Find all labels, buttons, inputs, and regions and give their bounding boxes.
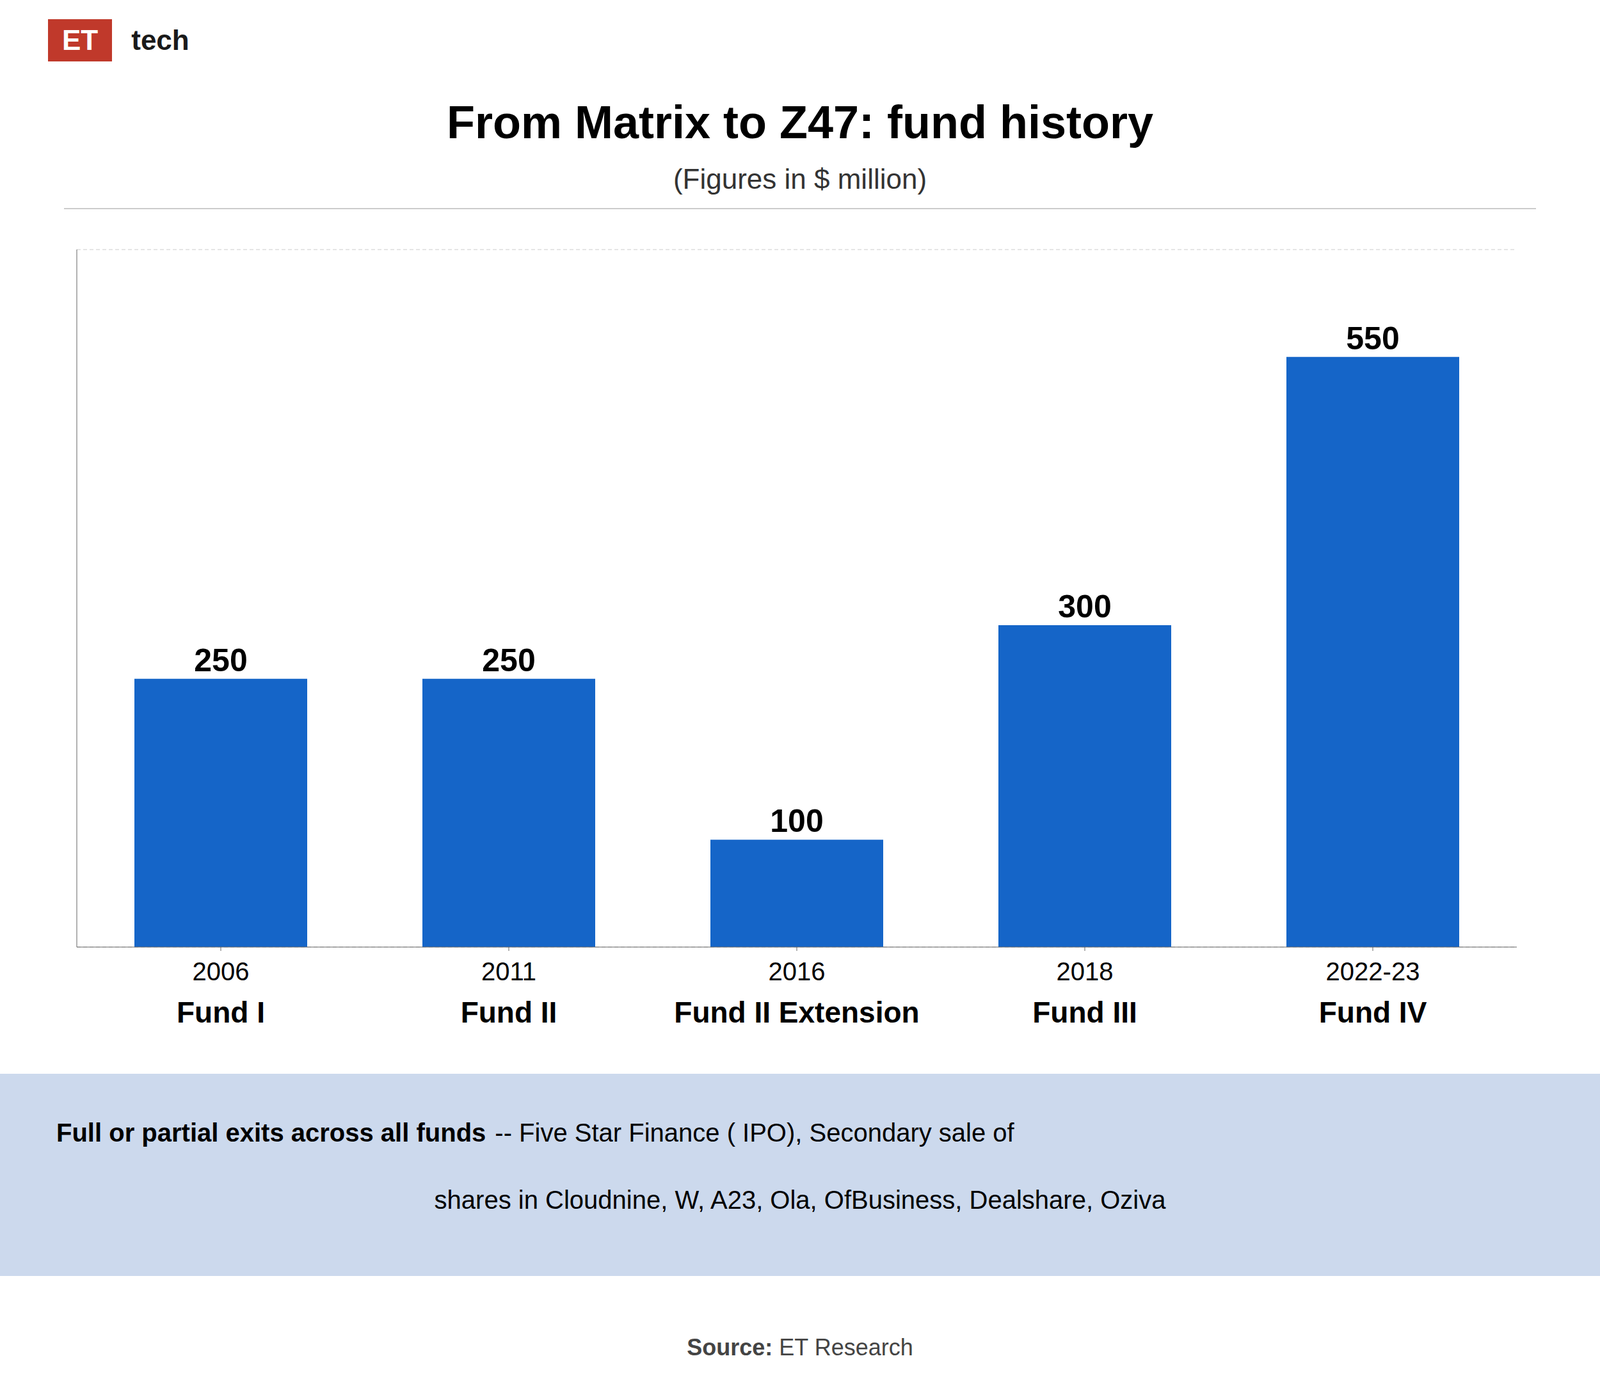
svg-text:Fund II Extension: Fund II Extension <box>673 995 920 1030</box>
svg-text:2018: 2018 <box>1056 957 1114 986</box>
html-text:ET: ET <box>62 24 99 56</box>
svg-text:Fund III: Fund III <box>1032 995 1138 1030</box>
html-text:(Figures in $ million): (Figures in $ million) <box>673 163 927 195</box>
svg-text:250: 250 <box>193 642 248 679</box>
svg-text:2016: 2016 <box>768 957 826 986</box>
svg-text:Fund IV: Fund IV <box>1319 995 1428 1030</box>
html-text:Full or partial exits across a: Full or partial exits across all funds -… <box>56 1118 1015 1147</box>
svg-text:300: 300 <box>1057 588 1112 625</box>
html-text:Source: ET Research: Source: ET Research <box>686 1334 914 1361</box>
html-text:shares in Cloudnine, W, A23, O: shares in Cloudnine, W, A23, Ola, OfBusi… <box>434 1185 1166 1215</box>
svg-text:2006: 2006 <box>192 957 250 986</box>
svg-text:2022-23: 2022-23 <box>1326 957 1421 986</box>
html-text:From Matrix to Z47: fund histo: From Matrix to Z47: fund history <box>446 96 1154 148</box>
svg-text:Fund I: Fund I <box>176 995 265 1030</box>
svg-text:250: 250 <box>481 642 536 679</box>
svg-text:550: 550 <box>1345 320 1400 357</box>
svg-text:Fund II: Fund II <box>460 995 558 1030</box>
svg-text:100: 100 <box>769 803 824 840</box>
html-text:tech: tech <box>131 24 190 56</box>
svg-text:2011: 2011 <box>481 957 537 986</box>
